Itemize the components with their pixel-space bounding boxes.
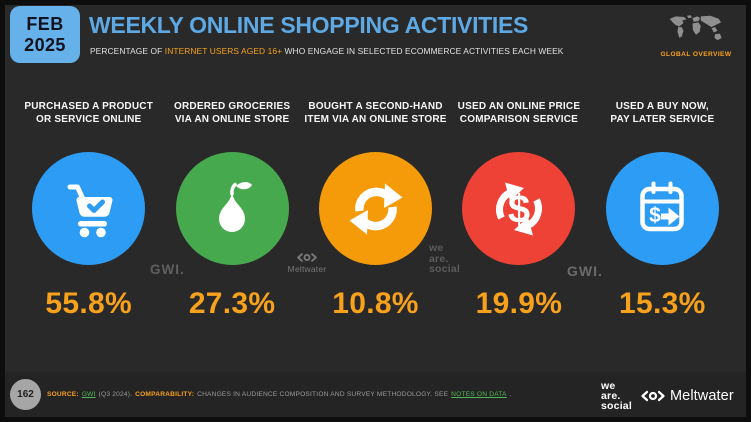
stat-value: 15.3% (619, 287, 706, 320)
was-logo-line2: are. (601, 389, 621, 402)
stat-label-line2: ITEM VIA AN ONLINE STORE (304, 114, 447, 126)
stat-label-line1: USED AN ONLINE PRICE (457, 101, 581, 112)
source-label: SOURCE: (47, 391, 79, 398)
stat-value: 19.9% (475, 287, 563, 320)
stat-label: USED A BUY NOW, PAY LATER SERVICE (610, 100, 714, 146)
stat-value: 55.8% (45, 287, 132, 320)
global-overview-label: GLOBAL OVERVIEW (660, 51, 732, 58)
calendar-payment-icon: $ (605, 152, 719, 265)
svg-text:$: $ (649, 204, 661, 227)
stat-label: USED AN ONLINE PRICE COMPARISON SERVICE (458, 100, 581, 146)
stat-value: 27.3% (188, 287, 276, 320)
stat-label-line1: USED A BUY NOW, (615, 101, 709, 112)
pear-icon (175, 152, 289, 265)
world-map-icon (666, 14, 726, 45)
comparability-label: COMPARABILITY: (135, 391, 195, 398)
meltwater-logo: Meltwater (640, 388, 734, 404)
stat-column-buy-now-pay-later: USED A BUY NOW, PAY LATER SERVICE $ 15.3… (591, 100, 734, 321)
stats-row: PURCHASED A PRODUCT OR SERVICE ONLINE 55… (5, 100, 746, 321)
stat-label-line1: BOUGHT A SECOND-HAND (308, 101, 443, 112)
was-logo-line1: we (601, 380, 616, 392)
stat-column-price-comparison: USED AN ONLINE PRICE COMPARISON SERVICE … (447, 100, 590, 321)
date-badge: FEB 2025 (10, 6, 80, 63)
notes-on-data-link[interactable]: NOTES ON DATA (451, 391, 507, 398)
page-number-badge: 162 (10, 379, 41, 410)
subtitle-prefix: PERCENTAGE OF (90, 46, 165, 56)
we-are-social-logo: we are. social (601, 380, 632, 412)
shopping-cart-check-icon (32, 152, 146, 265)
stat-label-line1: ORDERED GROCERIES (174, 101, 291, 112)
stat-label-line1: PURCHASED A PRODUCT (24, 101, 154, 112)
svg-text:$: $ (508, 187, 530, 231)
source-gwi-link[interactable]: GWI (81, 391, 96, 398)
meltwater-logo-label: Meltwater (670, 388, 734, 404)
stat-column-groceries: ORDERED GROCERIES VIA AN ONLINE STORE 27… (160, 100, 303, 321)
stat-label-line2: COMPARISON SERVICE (459, 114, 579, 126)
was-logo-line3: social (601, 399, 632, 412)
source-detail: (Q3 2024). (98, 391, 133, 398)
stat-column-second-hand: BOUGHT A SECOND-HAND ITEM VIA AN ONLINE … (304, 100, 447, 321)
footer-band (5, 372, 746, 417)
stat-label-line2: OR SERVICE ONLINE (35, 114, 142, 126)
comparability-text: CHANGES IN AUDIENCE COMPOSITION AND SURV… (197, 391, 449, 398)
date-month: FEB (26, 14, 64, 35)
meltwater-eye-icon (641, 390, 665, 402)
dollar-exchange-icon: $ (462, 152, 576, 265)
stat-label: ORDERED GROCERIES VIA AN ONLINE STORE (174, 100, 290, 146)
stat-column-purchased-online: PURCHASED A PRODUCT OR SERVICE ONLINE 55… (17, 100, 160, 321)
date-year: 2025 (24, 34, 66, 55)
subtitle-suffix: WHO ENGAGE IN SELECTED ECOMMERCE ACTIVIT… (284, 46, 564, 56)
sync-arrows-icon (319, 152, 433, 265)
page-subtitle: PERCENTAGE OF INTERNET USERS AGED 16+ WH… (90, 46, 563, 56)
stat-label: BOUGHT A SECOND-HAND ITEM VIA AN ONLINE … (304, 100, 446, 146)
stat-label-line2: VIA AN ONLINE STORE (174, 114, 290, 126)
notes-period: . (509, 391, 512, 398)
subtitle-highlight: INTERNET USERS AGED 16+ (164, 46, 285, 56)
stat-value: 10.8% (332, 287, 419, 320)
source-line: SOURCE: GWI (Q3 2024). COMPARABILITY: CH… (47, 391, 512, 398)
stat-label: PURCHASED A PRODUCT OR SERVICE ONLINE (24, 100, 153, 146)
page-title: WEEKLY ONLINE SHOPPING ACTIVITIES (89, 12, 529, 38)
stat-label-line2: PAY LATER SERVICE (610, 114, 715, 126)
